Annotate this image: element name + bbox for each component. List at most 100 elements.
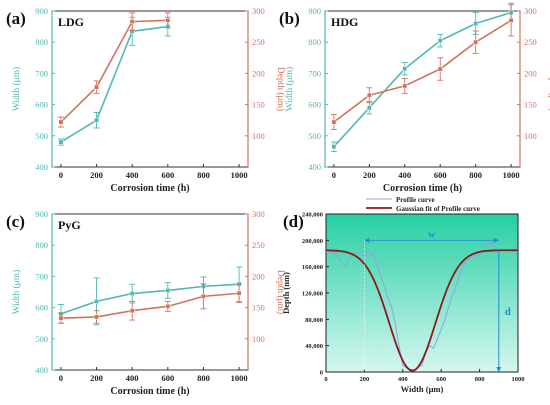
depth-series-line xyxy=(333,19,512,123)
depth-data-point xyxy=(165,17,171,23)
width-data-point xyxy=(437,38,443,44)
y-right-tick-label: 250 xyxy=(524,37,537,47)
x-tick-label: 0 xyxy=(59,170,63,180)
width-data-point xyxy=(402,66,408,72)
y-left-axis-label: Width (μm) xyxy=(11,270,22,315)
depth-data-point xyxy=(402,83,408,89)
panel-label: (a) xyxy=(6,9,26,28)
y-right-tick-label: 100 xyxy=(252,131,265,141)
panel-label: (b) xyxy=(279,9,300,28)
y-right-tick-label: 150 xyxy=(252,100,265,110)
width-series-line xyxy=(60,25,168,143)
y-right-tick-label: 250 xyxy=(252,37,265,47)
width-data-point xyxy=(473,21,479,26)
x-tick-label: 800 xyxy=(197,170,210,180)
y-right-tick-label: 300 xyxy=(252,209,265,219)
plot-frame xyxy=(324,10,521,168)
depth-data-point xyxy=(94,84,99,90)
panel-hdg: 0 200 400 600 800 1000 400 500 600 700 800 900 100 15… xyxy=(279,2,550,194)
d-annotation: d xyxy=(505,306,511,318)
y-right-tick-label: 200 xyxy=(252,68,265,78)
panel-label: (c) xyxy=(6,212,25,231)
x-tick-label: 400 xyxy=(398,170,411,180)
panel-title: PyG xyxy=(58,218,81,232)
x-tick-label: 1000 xyxy=(231,373,248,383)
legend-label-fit: Gaussian fit of Profile curve xyxy=(396,205,480,213)
y-left-tick-label: 800 xyxy=(35,240,48,250)
y-left-tick-label: 500 xyxy=(35,334,48,344)
depth-series-line xyxy=(60,19,168,123)
x-tick-label: 400 xyxy=(126,170,139,180)
y-left-tick-label: 800 xyxy=(308,37,321,47)
y-right-tick-label: 150 xyxy=(252,303,265,313)
x-tick-label: 1000 xyxy=(503,170,520,180)
width-series-line xyxy=(60,283,240,315)
y-tick-label: 120,000 xyxy=(302,291,323,298)
depth-data-point xyxy=(129,19,135,25)
depth-data-point xyxy=(437,66,443,72)
x-tick-label: 600 xyxy=(434,170,447,180)
width-data-point xyxy=(331,144,337,150)
y-right-tick-label: 100 xyxy=(252,334,265,344)
panel-label: (d) xyxy=(283,212,304,231)
x-tick-label: 200 xyxy=(363,170,376,180)
panel-title: HDG xyxy=(331,15,358,29)
y-left-tick-label: 900 xyxy=(35,209,48,219)
x-axis-label: Width (μm) xyxy=(401,384,444,394)
y-tick-label: 240,000 xyxy=(302,212,323,219)
x-axis-label: Corrosion time (h) xyxy=(383,183,462,194)
y-right-tick-label: 300 xyxy=(252,6,265,16)
width-data-point xyxy=(129,291,135,297)
x-tick-label: 400 xyxy=(398,376,408,383)
depth-data-point xyxy=(165,303,171,309)
width-series-line xyxy=(333,11,512,148)
gaussian-fit-line xyxy=(325,249,519,372)
width-data-point xyxy=(366,105,372,111)
y-right-tick-label: 250 xyxy=(252,240,265,250)
x-tick-label: 800 xyxy=(197,373,210,383)
y-tick-label: 40,000 xyxy=(305,343,323,350)
depth-data-point xyxy=(236,290,242,296)
y-left-tick-label: 900 xyxy=(35,6,48,16)
x-tick-label: 200 xyxy=(90,373,103,383)
w-arrow-head-right xyxy=(493,237,499,243)
x-tick-label: 200 xyxy=(360,376,370,383)
depth-data-point xyxy=(331,119,337,125)
depth-series-line xyxy=(60,292,240,320)
panel-pyg: 0 200 400 600 800 1000 400 500 600 700 800 900 100 15… xyxy=(6,209,286,397)
depth-data-point xyxy=(58,315,64,321)
y-right-axis-label: Depth (μm) xyxy=(275,67,286,111)
y-left-tick-label: 400 xyxy=(35,365,48,375)
depth-data-point xyxy=(366,92,372,98)
x-tick-label: 800 xyxy=(469,170,482,180)
panel-ldg: 0 200 400 600 800 1000 400 500 600 700 800 900 100 15… xyxy=(6,6,286,194)
y-left-axis-label: Width (μm) xyxy=(284,67,295,112)
y-right-tick-label: 300 xyxy=(524,6,537,16)
y-left-tick-label: 400 xyxy=(308,162,321,172)
x-axis-label: Corrosion time (h) xyxy=(110,183,189,194)
y-left-tick-label: 900 xyxy=(308,6,321,16)
width-data-point xyxy=(58,139,64,145)
depth-data-point xyxy=(58,119,64,125)
y-tick-label: 160,000 xyxy=(302,264,323,271)
y-right-tick-label: 150 xyxy=(524,100,537,110)
y-right-axis-label: Depth (μm) xyxy=(275,270,286,314)
legend-label-profile: Profile curve xyxy=(396,196,435,204)
y-right-axis-label: Depth (μm) xyxy=(547,67,550,111)
y-left-tick-label: 700 xyxy=(308,68,321,78)
width-data-point xyxy=(94,117,99,123)
y-left-tick-label: 600 xyxy=(35,100,48,110)
plot-frame xyxy=(51,10,249,168)
y-tick-label: 80,000 xyxy=(305,317,323,324)
depth-data-point xyxy=(94,314,99,320)
x-tick-label: 400 xyxy=(126,373,139,383)
y-right-tick-label: 100 xyxy=(524,131,537,141)
profile-curve-line xyxy=(325,239,517,371)
x-tick-label: 200 xyxy=(90,170,103,180)
y-tick-label: 0 xyxy=(320,370,323,377)
y-right-tick-label: 200 xyxy=(524,68,537,78)
y-left-tick-label: 400 xyxy=(35,162,48,172)
x-axis-label: Corrosion time (h) xyxy=(110,386,189,397)
x-tick-label: 0 xyxy=(324,376,327,383)
